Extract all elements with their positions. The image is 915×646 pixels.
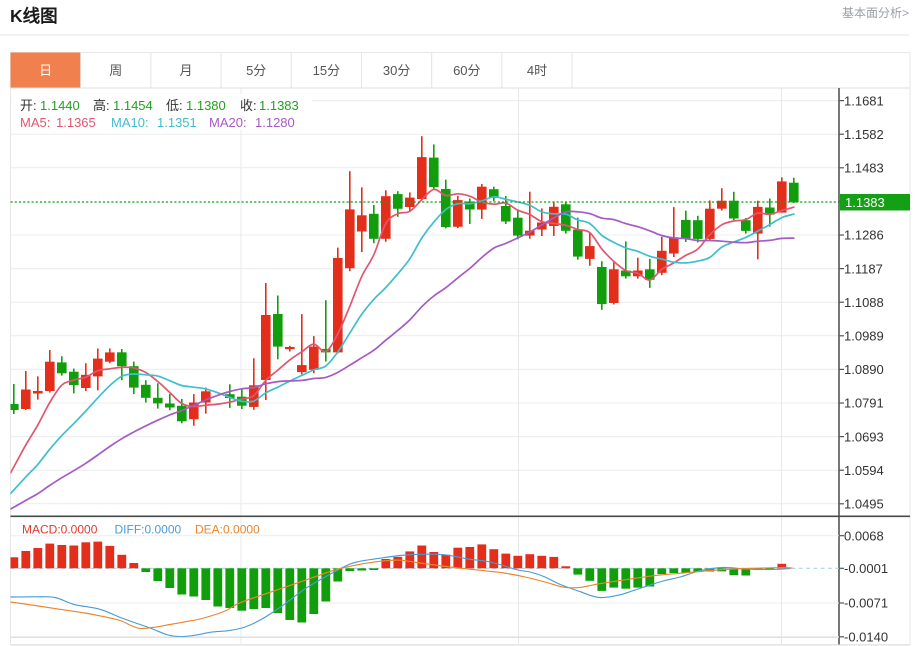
svg-text:1.0594: 1.0594 [844, 463, 884, 478]
svg-text:1.1286: 1.1286 [844, 228, 884, 243]
svg-text:DIFF:0.0000: DIFF:0.0000 [115, 523, 182, 537]
svg-text:日: 日 [39, 63, 52, 78]
svg-text:5分: 5分 [246, 63, 266, 78]
svg-text:MA5:: MA5: [20, 115, 50, 130]
svg-text:1.1483: 1.1483 [844, 161, 884, 176]
svg-text:4时: 4时 [527, 63, 547, 78]
svg-text:1.1681: 1.1681 [844, 93, 884, 108]
svg-text:1.1365: 1.1365 [56, 115, 96, 130]
svg-text:1.0693: 1.0693 [844, 429, 884, 444]
svg-text:基本面分析>: 基本面分析> [842, 6, 909, 20]
svg-text:1.1383: 1.1383 [845, 195, 885, 210]
svg-text:1.0890: 1.0890 [844, 362, 884, 377]
svg-text:1.1280: 1.1280 [255, 115, 295, 130]
svg-text:收:: 收: [240, 98, 257, 113]
svg-text:1.1383: 1.1383 [259, 98, 299, 113]
svg-text:低:: 低: [166, 98, 183, 113]
svg-text:1.1380: 1.1380 [186, 98, 226, 113]
svg-text:周: 周 [109, 63, 122, 78]
svg-text:-0.0071: -0.0071 [844, 596, 888, 611]
svg-text:1.1454: 1.1454 [113, 98, 153, 113]
svg-text:60分: 60分 [453, 63, 480, 78]
svg-text:30分: 30分 [383, 63, 410, 78]
svg-text:高:: 高: [93, 98, 110, 113]
svg-text:1.1440: 1.1440 [40, 98, 80, 113]
svg-text:15分: 15分 [313, 63, 340, 78]
svg-text:1.1187: 1.1187 [844, 261, 883, 276]
svg-text:月: 月 [179, 63, 192, 78]
svg-text:-0.0001: -0.0001 [844, 561, 888, 576]
svg-text:1.0791: 1.0791 [844, 396, 884, 411]
svg-text:1.1351: 1.1351 [157, 115, 197, 130]
svg-text:MA10:: MA10: [111, 115, 149, 130]
svg-text:0.0068: 0.0068 [844, 528, 884, 543]
svg-text:DEA:0.0000: DEA:0.0000 [195, 523, 260, 537]
svg-text:1.0989: 1.0989 [844, 329, 884, 344]
svg-text:MA20:: MA20: [209, 115, 247, 130]
svg-text:K线图: K线图 [10, 6, 58, 26]
svg-text:开:: 开: [20, 98, 37, 113]
svg-text:1.1088: 1.1088 [844, 295, 884, 310]
svg-text:1.0495: 1.0495 [844, 497, 884, 512]
svg-text:MACD:0.0000: MACD:0.0000 [22, 523, 98, 537]
svg-text:-0.0140: -0.0140 [844, 630, 888, 645]
svg-text:1.1582: 1.1582 [844, 127, 884, 142]
